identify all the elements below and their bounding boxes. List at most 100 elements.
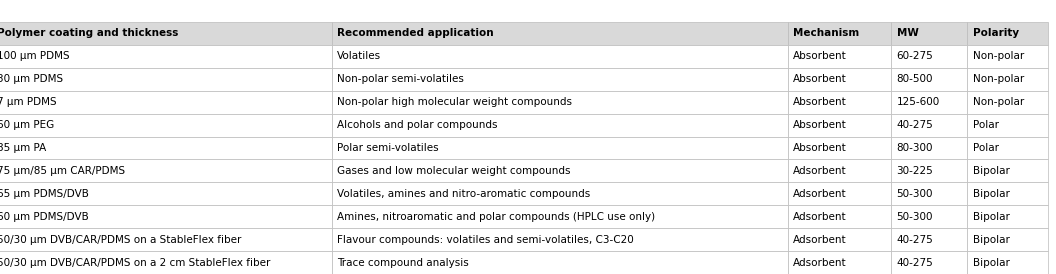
Bar — [788, 68, 891, 91]
Bar — [891, 22, 967, 45]
Text: 7 μm PDMS: 7 μm PDMS — [0, 97, 56, 107]
Text: Bipolar: Bipolar — [973, 189, 1010, 199]
Bar — [788, 91, 891, 114]
Bar — [788, 159, 891, 182]
Text: Non-polar high molecular weight compounds: Non-polar high molecular weight compound… — [337, 97, 572, 107]
Bar — [891, 136, 967, 159]
Bar — [967, 45, 1048, 68]
Bar — [0, 159, 332, 182]
Text: 65 μm PDMS/DVB: 65 μm PDMS/DVB — [0, 189, 89, 199]
Text: 60-275: 60-275 — [897, 51, 934, 61]
Text: Volatiles: Volatiles — [337, 51, 381, 61]
Text: 30 μm PDMS: 30 μm PDMS — [0, 74, 63, 84]
Bar — [891, 91, 967, 114]
Text: 75 μm/85 μm CAR/PDMS: 75 μm/85 μm CAR/PDMS — [0, 166, 125, 176]
Text: Non-polar: Non-polar — [973, 51, 1024, 61]
Text: Absorbent: Absorbent — [793, 143, 847, 153]
Text: Amines, nitroaromatic and polar compounds (HPLC use only): Amines, nitroaromatic and polar compound… — [337, 212, 655, 222]
Text: Bipolar: Bipolar — [973, 235, 1010, 245]
Text: 40-275: 40-275 — [897, 258, 934, 267]
Text: 50-300: 50-300 — [897, 212, 934, 222]
Bar — [891, 251, 967, 274]
Bar — [788, 114, 891, 136]
Text: Adsorbent: Adsorbent — [793, 189, 847, 199]
Bar — [332, 114, 788, 136]
Bar — [0, 251, 332, 274]
Bar — [332, 228, 788, 251]
Text: 50/30 μm DVB/CAR/PDMS on a StableFlex fiber: 50/30 μm DVB/CAR/PDMS on a StableFlex fi… — [0, 235, 241, 245]
Text: Adsorbent: Adsorbent — [793, 258, 847, 267]
Text: Adsorbent: Adsorbent — [793, 166, 847, 176]
Text: Non-polar: Non-polar — [973, 74, 1024, 84]
Text: Non-polar semi-volatiles: Non-polar semi-volatiles — [337, 74, 464, 84]
Text: 60 μm PDMS/DVB: 60 μm PDMS/DVB — [0, 212, 89, 222]
Bar — [967, 182, 1048, 205]
Bar — [788, 228, 891, 251]
Text: MW: MW — [897, 28, 919, 38]
Bar — [332, 251, 788, 274]
Bar — [0, 22, 332, 45]
Text: Alcohols and polar compounds: Alcohols and polar compounds — [337, 120, 497, 130]
Text: Adsorbent: Adsorbent — [793, 212, 847, 222]
Bar — [0, 228, 332, 251]
Bar — [967, 136, 1048, 159]
Bar — [891, 205, 967, 228]
Bar — [891, 228, 967, 251]
Bar — [0, 91, 332, 114]
Text: 40-275: 40-275 — [897, 235, 934, 245]
Text: Trace compound analysis: Trace compound analysis — [337, 258, 469, 267]
Bar — [0, 45, 332, 68]
Bar — [0, 136, 332, 159]
Text: Polarity: Polarity — [973, 28, 1019, 38]
Bar — [332, 68, 788, 91]
Text: 80-300: 80-300 — [897, 143, 934, 153]
Text: Bipolar: Bipolar — [973, 166, 1010, 176]
Bar — [967, 114, 1048, 136]
Bar — [0, 182, 332, 205]
Bar — [332, 22, 788, 45]
Text: Volatiles, amines and nitro-aromatic compounds: Volatiles, amines and nitro-aromatic com… — [337, 189, 590, 199]
Bar — [332, 205, 788, 228]
Bar — [891, 45, 967, 68]
Text: Flavour compounds: volatiles and semi-volatiles, C3-C20: Flavour compounds: volatiles and semi-vo… — [337, 235, 634, 245]
Bar — [788, 22, 891, 45]
Bar — [0, 114, 332, 136]
Bar — [332, 182, 788, 205]
Text: 125-600: 125-600 — [897, 97, 940, 107]
Bar — [332, 45, 788, 68]
Text: Gases and low molecular weight compounds: Gases and low molecular weight compounds — [337, 166, 570, 176]
Bar — [788, 182, 891, 205]
Bar — [891, 114, 967, 136]
Bar — [891, 159, 967, 182]
Text: Non-polar: Non-polar — [973, 97, 1024, 107]
Text: Polar semi-volatiles: Polar semi-volatiles — [337, 143, 438, 153]
Bar — [788, 136, 891, 159]
Bar — [0, 68, 332, 91]
Text: Absorbent: Absorbent — [793, 74, 847, 84]
Text: Absorbent: Absorbent — [793, 120, 847, 130]
Text: Polar: Polar — [973, 143, 999, 153]
Bar — [967, 22, 1048, 45]
Bar — [967, 251, 1048, 274]
Bar — [332, 159, 788, 182]
Text: 60 μm PEG: 60 μm PEG — [0, 120, 54, 130]
Bar — [967, 68, 1048, 91]
Text: Polar: Polar — [973, 120, 999, 130]
Text: Absorbent: Absorbent — [793, 51, 847, 61]
Bar — [332, 91, 788, 114]
Bar — [891, 68, 967, 91]
Bar — [967, 205, 1048, 228]
Text: 50-300: 50-300 — [897, 189, 934, 199]
Bar — [967, 159, 1048, 182]
Bar — [332, 136, 788, 159]
Text: 30-225: 30-225 — [897, 166, 934, 176]
Text: 80-500: 80-500 — [897, 74, 934, 84]
Bar — [788, 205, 891, 228]
Text: 100 μm PDMS: 100 μm PDMS — [0, 51, 70, 61]
Text: 40-275: 40-275 — [897, 120, 934, 130]
Text: 50/30 μm DVB/CAR/PDMS on a 2 cm StableFlex fiber: 50/30 μm DVB/CAR/PDMS on a 2 cm StableFl… — [0, 258, 270, 267]
Text: Mechanism: Mechanism — [793, 28, 860, 38]
Text: Bipolar: Bipolar — [973, 258, 1010, 267]
Text: Absorbent: Absorbent — [793, 97, 847, 107]
Text: Recommended application: Recommended application — [337, 28, 493, 38]
